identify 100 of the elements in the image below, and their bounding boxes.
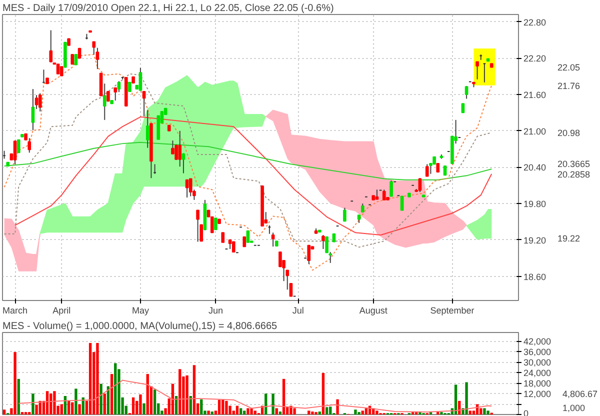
candlestick [106,90,110,102]
candlestick [99,72,103,96]
bar [207,410,210,414]
bar [146,374,149,414]
bar [322,372,325,414]
bar [329,406,332,414]
bar [225,400,228,414]
bar [2,410,6,414]
candlestick [38,92,42,112]
bar [218,400,221,414]
bar [132,397,135,414]
candlestick [196,210,200,242]
text: 20.3665 [558,159,590,170]
candlestick [400,196,404,211]
candlestick [16,139,20,154]
candlestick [271,232,275,248]
candlestick [156,115,160,140]
bar [336,399,339,414]
y-tick-label: 18,000 [524,378,552,389]
candlestick [178,130,182,168]
x-tick-label: Jul [292,306,304,316]
bar [153,390,156,414]
candlestick [31,88,35,131]
bar [465,382,468,414]
line-series [14,116,492,236]
bar [486,410,490,414]
bar [53,391,56,414]
bar [210,412,214,414]
bar [282,378,286,414]
bar [60,404,63,414]
y-tick-label: 36,000 [524,347,552,358]
line-series [4,142,492,180]
text: 20.98 [558,128,580,138]
y-tick-label: 21.00 [524,126,546,136]
candlestick [70,54,74,65]
text: 19.22 [558,234,580,244]
x-tick-label: August [359,306,388,316]
candlestick [221,232,225,243]
candlestick [174,144,178,160]
x-tick-label: May [132,306,150,316]
x-tick-label: March [2,306,28,316]
bar [106,386,110,414]
bar [103,394,106,414]
candlestick [322,234,325,250]
bar [278,412,282,414]
bar [243,410,246,414]
y-tick-label: 42,000 [524,336,552,347]
candlestick [242,236,246,248]
bar [246,408,250,414]
chart-title: MES - Volume() = 1,000.0000, MA(Volume(),15) = 4,806.6665 [2,321,278,332]
bar [35,404,38,414]
bar [275,408,278,414]
candlestick [138,67,142,92]
x-tick-label: September [430,306,474,316]
candlestick [476,61,479,80]
candlestick [60,66,64,76]
y-tick-label: 12,000 [524,389,552,400]
bar [254,410,256,414]
y-tick-label: 20.40 [524,162,546,173]
candlestick [246,230,250,243]
y-tick-label: 21.60 [524,90,546,100]
candlestick [232,241,236,253]
candlestick [325,236,328,254]
candlestick [289,283,293,297]
candlestick [56,64,60,74]
candlestick [228,239,232,250]
candlestick [74,54,78,66]
candlestick [28,138,32,154]
x-tick-label: Jun [208,306,223,316]
bar [142,403,146,414]
bar [308,410,310,414]
candlestick [382,189,386,200]
candlestick [443,165,447,176]
y-tick-label: 19.20 [524,235,546,246]
candlestick [464,86,468,100]
bar [480,408,482,414]
candlestick [461,103,465,114]
candlestick [278,252,282,268]
bar [250,408,253,414]
bar [96,342,99,414]
text: 1,000 [562,402,586,413]
bar [272,394,274,414]
line-series [18,380,492,413]
candlestick [214,218,218,230]
bar [67,400,70,414]
candlestick [49,30,53,63]
bar [186,375,188,414]
bar [100,384,102,414]
bar [74,388,78,414]
candlestick [78,48,82,59]
candlestick [200,224,204,242]
candlestick [375,189,379,200]
bar [222,400,224,414]
bar [14,352,16,414]
candlestick [102,83,106,120]
candlestick [182,152,186,174]
candlestick [188,178,192,197]
bar [114,363,117,414]
text: 4,806.67 [562,388,598,399]
text: 21.76 [558,80,580,91]
